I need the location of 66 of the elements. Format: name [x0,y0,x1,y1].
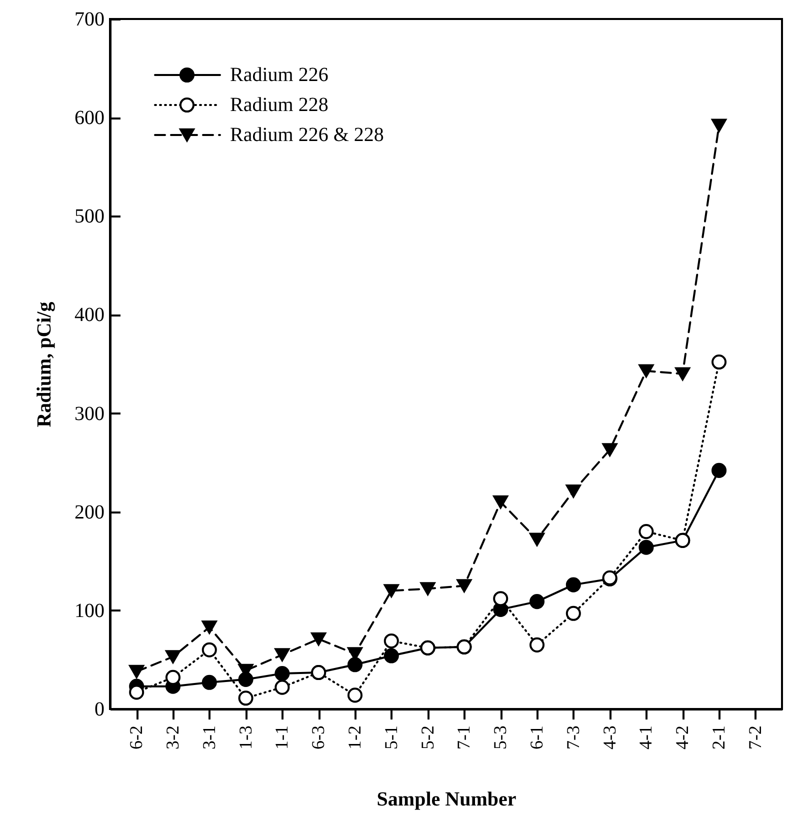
point [529,637,545,652]
y-tick-label: 500 [74,206,104,228]
x-tick-label: 5-3 [490,726,510,750]
point [274,680,290,695]
x-tick-label: 7-2 [744,726,765,750]
point [274,648,290,662]
point [712,354,727,370]
x-tick-label: 1-1 [272,726,292,750]
x-tick-label: 6-2 [126,726,146,750]
point [638,364,654,378]
point [712,462,727,478]
y-tick-label: 300 [74,402,104,425]
y-tick-label: 0 [94,698,104,720]
point [238,690,254,706]
point [602,443,618,456]
point [384,648,399,664]
x-tick-label: 7-3 [562,726,583,750]
x-tick-label: 6-1 [526,726,547,750]
x-tick-label: 5-2 [417,726,438,750]
point [202,620,217,634]
x-tick-label: 1-2 [344,726,364,750]
point [712,118,727,132]
point [202,674,217,690]
point [493,591,508,606]
legend-label: Radium 226 [230,64,328,86]
point [129,684,144,700]
y-tick-label: 400 [74,304,104,326]
y-tick-label: 100 [74,600,104,622]
point [202,642,217,658]
y-tick-label: 200 [74,501,104,524]
y-tick-label: 600 [74,107,104,130]
x-tick-label: 4-1 [636,726,656,750]
point [165,650,180,664]
point [529,532,545,546]
x-tick-label: 4-2 [672,726,692,750]
x-tick-label: 6-3 [308,726,328,750]
point [347,657,363,672]
point [311,632,326,646]
point [566,577,581,592]
x-tick-label: 2-1 [708,726,729,750]
point [675,367,690,381]
x-tick-label: 7-1 [454,726,474,750]
point [384,633,399,648]
x-tick-label: 1-3 [235,726,256,750]
y-axis-title: Radium, pCi/g [34,302,56,428]
x-tick-label: 5-1 [380,726,401,750]
point [566,484,581,498]
point [566,606,581,621]
point [493,495,508,509]
point [274,666,290,682]
x-tick-label: 3-2 [162,726,182,750]
point [129,664,144,678]
point [638,540,654,555]
legend-label: Radium 228 [230,94,328,116]
point [456,579,472,592]
point [165,670,180,685]
point [420,582,436,596]
point [347,688,363,703]
point [384,584,399,598]
x-tick-label: 3-1 [198,726,219,750]
x-tick-label: 4-3 [599,726,620,750]
y-tick-label: 700 [74,8,104,30]
point [529,594,545,610]
legend-label: Radium 226 & 228 [230,124,384,146]
point [638,524,654,540]
x-axis-title: Sample Number [376,788,516,810]
